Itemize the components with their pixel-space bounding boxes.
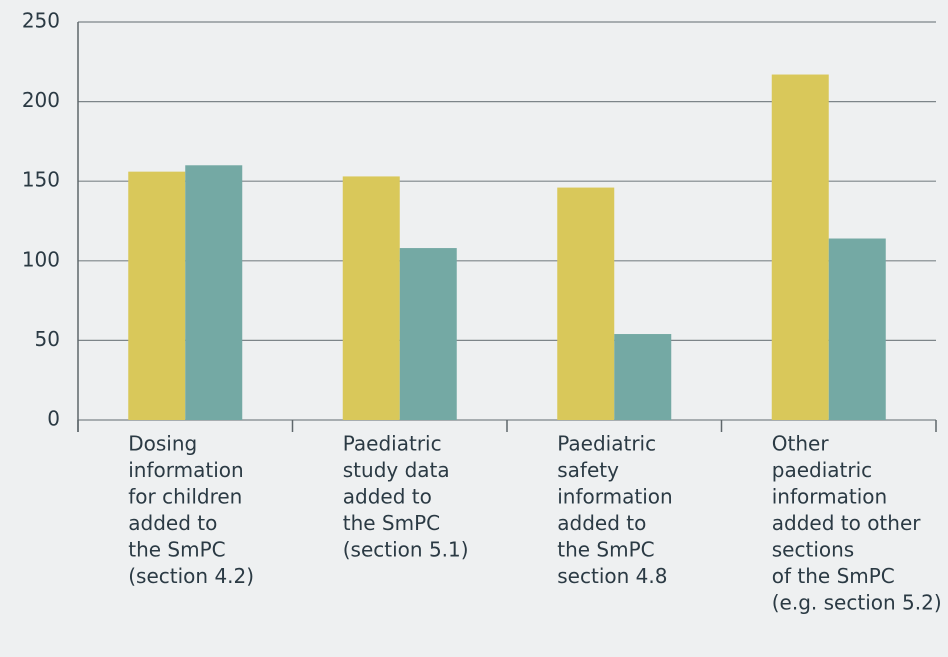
x-tick-label: added to (343, 485, 432, 509)
x-tick-label: information (128, 458, 243, 482)
x-tick-label: (section 5.1) (343, 538, 469, 562)
x-tick-label: paediatric (772, 458, 872, 482)
y-tick-label: 100 (22, 247, 60, 271)
x-tick-label: of the SmPC (772, 564, 895, 588)
bar (128, 171, 186, 420)
x-tick-label: added to (128, 511, 217, 535)
y-tick-label: 50 (35, 327, 60, 351)
x-tick-label: the SmPC (128, 538, 225, 562)
bar (399, 248, 457, 420)
x-tick-label: section 4.8 (557, 564, 667, 588)
bar (771, 74, 829, 420)
bar (185, 165, 243, 420)
y-tick-label: 250 (22, 9, 60, 33)
bar (342, 176, 400, 420)
y-tick-label: 150 (22, 168, 60, 192)
x-tick-label: the SmPC (557, 538, 654, 562)
bar (614, 334, 672, 420)
y-tick-label: 0 (47, 407, 60, 431)
x-tick-label: added to other (772, 511, 921, 535)
x-tick-label: study data (343, 458, 450, 482)
x-tick-label: (section 4.2) (128, 564, 254, 588)
y-tick-label: 200 (22, 88, 60, 112)
x-tick-label: (e.g. section 5.2) (772, 591, 942, 615)
x-tick-label: added to (557, 511, 646, 535)
x-tick-label: safety (557, 458, 619, 482)
x-tick-label: information (557, 485, 672, 509)
x-tick-label: for children (128, 485, 242, 509)
x-tick-label: Dosing (128, 432, 197, 456)
x-tick-label: information (772, 485, 887, 509)
x-tick-label: Other (772, 432, 830, 456)
bar (557, 187, 615, 420)
bar (828, 238, 886, 420)
x-tick-label: sections (772, 538, 854, 562)
x-tick-label: Paediatric (343, 432, 442, 456)
x-tick-label: the SmPC (343, 511, 440, 535)
x-tick-label: Paediatric (557, 432, 656, 456)
